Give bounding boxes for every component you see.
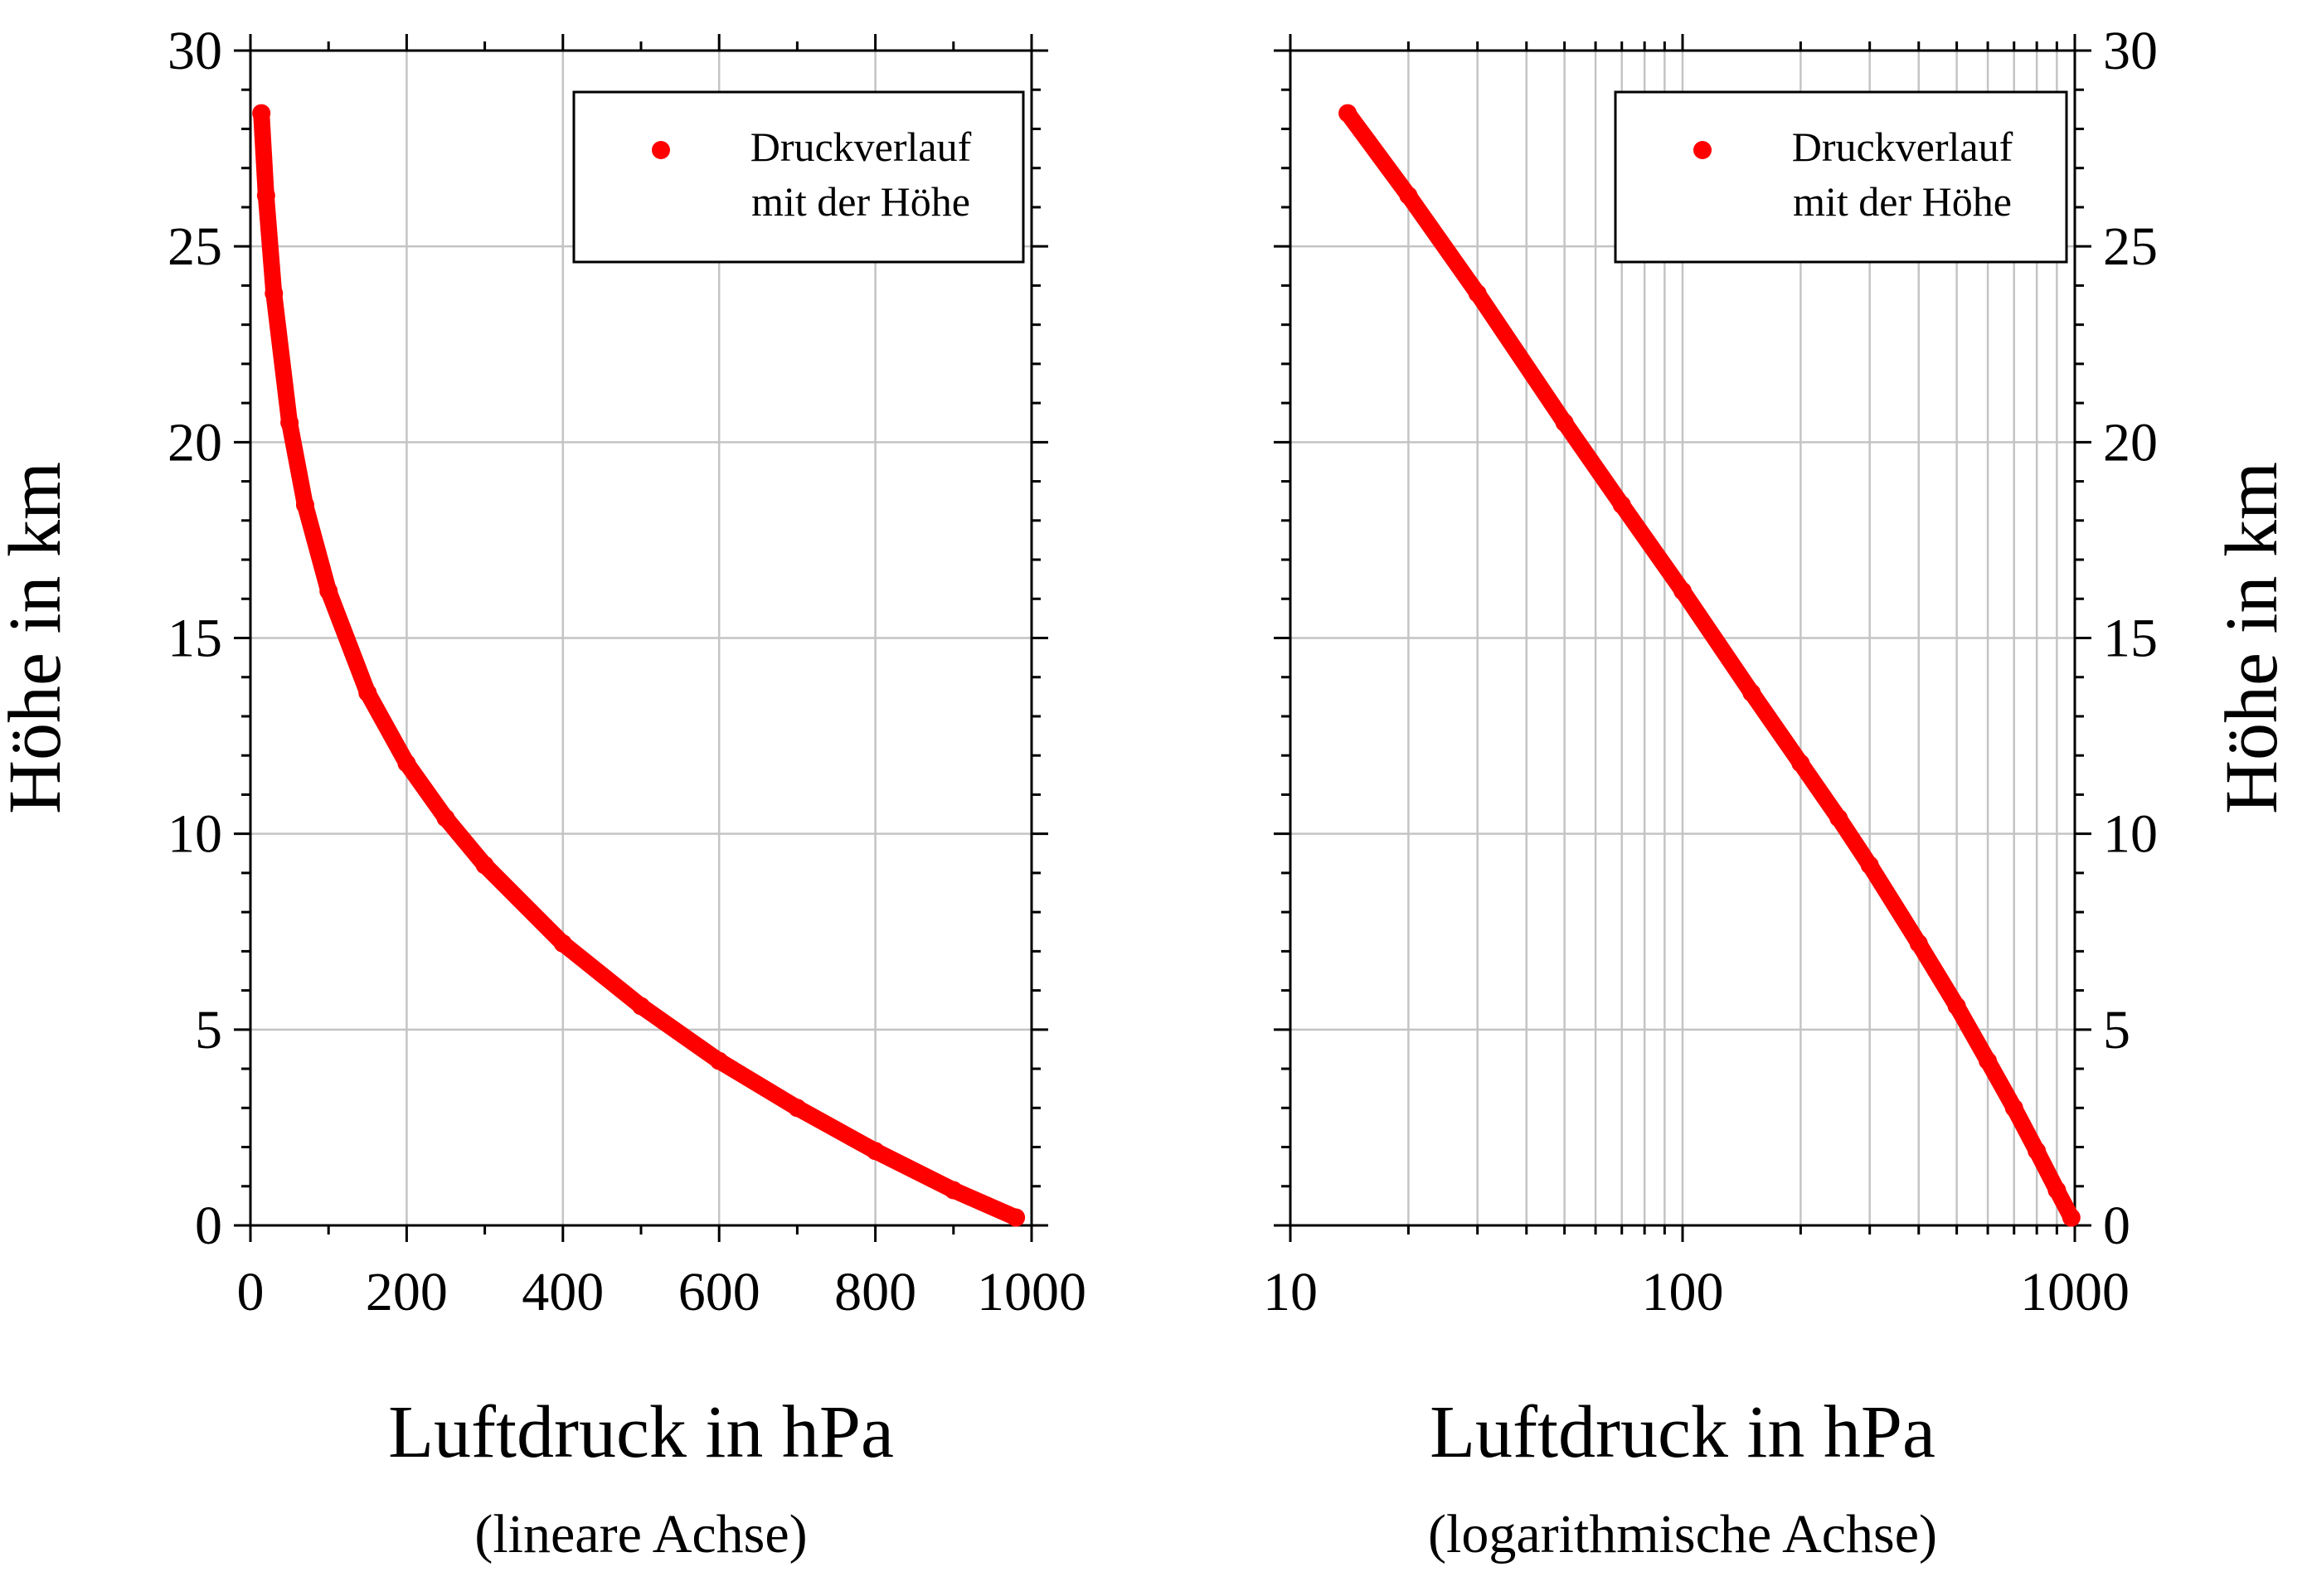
data-point bbox=[1947, 997, 1966, 1016]
data-point bbox=[2028, 1142, 2047, 1161]
x-tick-label: 0 bbox=[237, 1262, 265, 1322]
y-tick-label: 0 bbox=[2103, 1196, 2130, 1256]
series-0 bbox=[252, 104, 1026, 1227]
data-point bbox=[280, 413, 299, 432]
legend-box bbox=[572, 90, 1025, 264]
data-point bbox=[256, 186, 275, 205]
data-point bbox=[436, 808, 455, 827]
y-tick-label: 25 bbox=[2103, 216, 2158, 277]
x-axis-sublabel: (logarithmische Achse) bbox=[1428, 1504, 1937, 1564]
data-point bbox=[252, 104, 271, 123]
y-tick-label: 20 bbox=[2103, 412, 2158, 473]
x-tick-label: 800 bbox=[834, 1262, 916, 1322]
x-axis-label: Luftdruck in hPa bbox=[1430, 1391, 1935, 1473]
y-tick-label: 5 bbox=[2103, 1000, 2130, 1060]
legend: Druckverlauf mit der Höhe bbox=[1614, 90, 2068, 264]
data-point bbox=[788, 1099, 807, 1118]
data-point bbox=[1673, 581, 1692, 600]
data-point bbox=[358, 683, 377, 702]
y-tick-label: 0 bbox=[195, 1196, 222, 1256]
data-point bbox=[553, 934, 572, 953]
data-point bbox=[944, 1181, 963, 1200]
y-tick-label: 30 bbox=[168, 21, 222, 81]
data-point bbox=[397, 754, 416, 773]
data-point bbox=[2062, 1208, 2081, 1227]
y-tick-label: 10 bbox=[2103, 804, 2158, 865]
data-point bbox=[265, 284, 284, 303]
y-tick-label: 30 bbox=[2103, 21, 2158, 81]
data-point bbox=[1791, 754, 1810, 773]
x-tick-label: 400 bbox=[522, 1262, 604, 1322]
y-tick-label: 10 bbox=[168, 804, 222, 865]
data-point bbox=[2004, 1099, 2023, 1118]
data-point bbox=[1612, 495, 1631, 514]
tick-labels: 0 200 400 600 800 1000 0 5 10 15 20 25 30 bbox=[168, 21, 1086, 1322]
data-point bbox=[632, 997, 650, 1016]
y-tick-label: 15 bbox=[2103, 609, 2158, 669]
ticks bbox=[1274, 34, 2091, 1242]
data-point bbox=[1468, 284, 1487, 303]
data-point bbox=[1979, 1051, 1998, 1070]
x-tick-label: 200 bbox=[366, 1262, 448, 1322]
legend: Druckverlauf mit der Höhe bbox=[572, 90, 1025, 264]
ticks bbox=[234, 34, 1048, 1242]
data-point bbox=[1742, 683, 1761, 702]
legend-box bbox=[1614, 90, 2068, 264]
data-point bbox=[475, 856, 494, 875]
data-point bbox=[319, 581, 338, 600]
y-tick-label: 15 bbox=[168, 609, 222, 669]
linear-pressure-chart: 0 200 400 600 800 1000 0 5 10 15 20 25 30 Luftdruck i… bbox=[0, 21, 1086, 1564]
series-trace bbox=[1339, 104, 2080, 1226]
series-0 bbox=[1338, 104, 2081, 1227]
data-point bbox=[1399, 186, 1418, 205]
data-point bbox=[1909, 934, 1928, 953]
data-point bbox=[2047, 1181, 2067, 1200]
legend-marker bbox=[1693, 141, 1712, 159]
data-point bbox=[1007, 1208, 1026, 1227]
x-axis-label: Luftdruck in hPa bbox=[388, 1391, 894, 1473]
y-tick-label: 5 bbox=[195, 1000, 222, 1060]
data-point bbox=[295, 495, 314, 514]
x-tick-label: 600 bbox=[678, 1262, 760, 1322]
data-point bbox=[1338, 104, 1357, 123]
x-axis-sublabel: (lineare Achse) bbox=[474, 1504, 807, 1564]
legend-label: mit der Höhe bbox=[751, 178, 970, 225]
y-axis-label: Höhe in km bbox=[0, 462, 76, 814]
legend-label: Druckverlauf bbox=[1792, 124, 2013, 170]
legend-label: mit der Höhe bbox=[1793, 178, 2012, 225]
x-tick-label: 1000 bbox=[977, 1262, 1086, 1322]
x-tick-label: 1000 bbox=[2020, 1262, 2130, 1322]
x-tick-label: 100 bbox=[1642, 1262, 1724, 1322]
data-point bbox=[1829, 808, 1848, 827]
series-trace bbox=[253, 104, 1025, 1226]
y-axis-label: Höhe in km bbox=[2211, 462, 2293, 814]
data-point bbox=[1555, 413, 1574, 432]
y-tick-label: 25 bbox=[168, 216, 222, 277]
data-point bbox=[710, 1051, 729, 1070]
data-point bbox=[1860, 856, 1879, 875]
legend-marker bbox=[652, 141, 670, 159]
legend-label: Druckverlauf bbox=[750, 124, 972, 170]
x-tick-label: 10 bbox=[1263, 1262, 1318, 1322]
data-point bbox=[866, 1142, 885, 1161]
y-tick-label: 20 bbox=[168, 412, 222, 473]
